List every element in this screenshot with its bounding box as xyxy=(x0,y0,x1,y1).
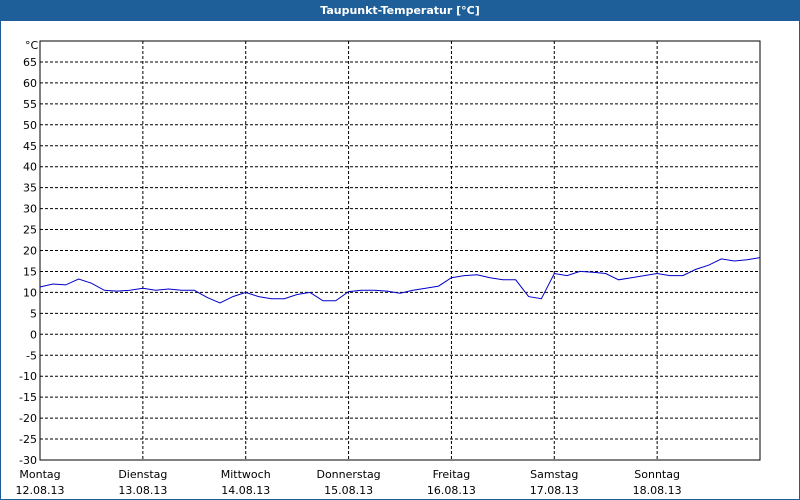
x-tick-date: 13.08.13 xyxy=(118,484,167,497)
y-tick-label: 50 xyxy=(23,119,37,132)
y-tick-label: -15 xyxy=(19,391,37,404)
x-tick-label: Sonntag xyxy=(634,468,680,481)
x-tick-label: Freitag xyxy=(433,468,471,481)
x-tick-date: 14.08.13 xyxy=(221,484,270,497)
y-tick-label: 0 xyxy=(30,328,37,341)
y-tick-label: 35 xyxy=(23,182,37,195)
y-tick-label: 60 xyxy=(23,77,37,90)
x-tick-label: Donnerstag xyxy=(316,468,380,481)
y-tick-label: 10 xyxy=(23,286,37,299)
title-bar xyxy=(0,0,800,20)
x-tick-date: 16.08.13 xyxy=(427,484,476,497)
x-tick-date: 15.08.13 xyxy=(324,484,373,497)
y-tick-label: 20 xyxy=(23,245,37,258)
y-tick-label: 5 xyxy=(30,307,37,320)
y-tick-label: -30 xyxy=(19,454,37,467)
y-tick-label: -25 xyxy=(19,433,37,446)
y-tick-label: 65 xyxy=(23,56,37,69)
y-tick-label: -20 xyxy=(19,412,37,425)
y-tick-label: 55 xyxy=(23,98,37,111)
y-tick-label: 25 xyxy=(23,224,37,237)
x-tick-label: Mittwoch xyxy=(221,468,271,481)
y-tick-label: 40 xyxy=(23,161,37,174)
x-tick-date: 17.08.13 xyxy=(530,484,579,497)
y-tick-label: 30 xyxy=(23,203,37,216)
data-line xyxy=(39,257,761,304)
x-tick-date: 12.08.13 xyxy=(16,484,65,497)
x-tick-label: Montag xyxy=(19,468,60,481)
x-tick-label: Dienstag xyxy=(118,468,167,481)
y-tick-label: -10 xyxy=(19,370,37,383)
y-tick-label: -5 xyxy=(26,349,37,362)
x-tick-date: 18.08.13 xyxy=(633,484,682,497)
y-unit: °C xyxy=(25,39,39,52)
y-tick-label: 45 xyxy=(23,140,37,153)
chart-title: Taupunkt-Temperatur [°C] xyxy=(320,4,480,17)
y-tick-label: 15 xyxy=(23,265,37,278)
x-tick-label: Samstag xyxy=(530,468,578,481)
